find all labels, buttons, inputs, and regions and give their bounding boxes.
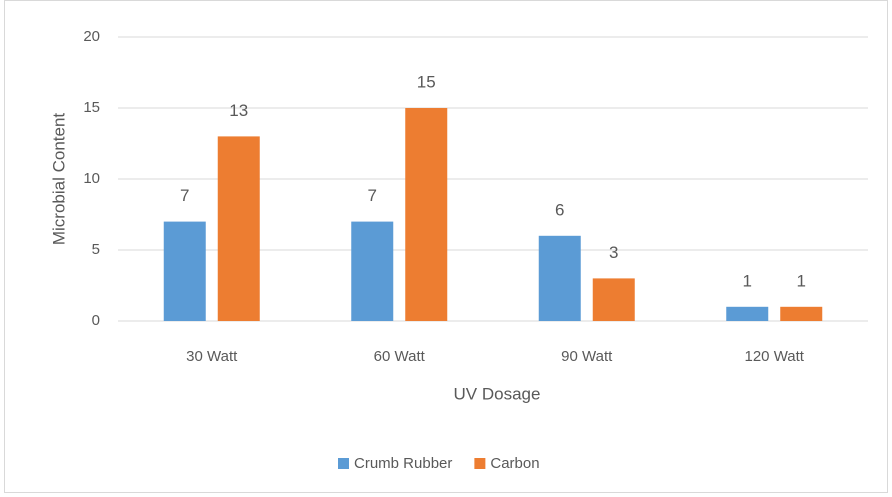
data-label: 3 <box>609 243 618 262</box>
y-tick-label: 10 <box>83 170 100 187</box>
data-label: 6 <box>555 200 564 219</box>
bar <box>351 221 394 321</box>
legend-swatch <box>474 458 486 469</box>
legend-label: Crumb Rubber <box>354 455 452 472</box>
bar <box>538 235 581 321</box>
bar <box>592 278 635 321</box>
legend-label: Carbon <box>490 455 539 472</box>
data-label: 13 <box>229 101 248 120</box>
bar <box>780 306 823 321</box>
data-label: 7 <box>368 186 377 205</box>
data-label: 1 <box>797 271 806 290</box>
y-tick-label: 0 <box>92 312 100 329</box>
bar <box>163 221 206 321</box>
bar <box>405 108 448 321</box>
data-label: 1 <box>743 271 752 290</box>
y-tick-label: 5 <box>92 241 100 258</box>
x-tick-label: 60 Watt <box>374 348 426 365</box>
x-tick-label: 120 Watt <box>745 348 805 365</box>
data-label: 15 <box>417 72 436 91</box>
legend-swatch <box>338 458 349 469</box>
x-axis-title: UV Dosage <box>454 384 541 403</box>
x-tick-label: 30 Watt <box>186 348 238 365</box>
bar <box>726 306 769 321</box>
y-tick-label: 20 <box>83 28 100 45</box>
data-label: 7 <box>180 186 189 205</box>
bar <box>217 136 260 321</box>
y-tick-label: 15 <box>83 99 100 116</box>
y-axis-title: Microbial Content <box>49 113 68 246</box>
x-tick-label: 90 Watt <box>561 348 613 365</box>
